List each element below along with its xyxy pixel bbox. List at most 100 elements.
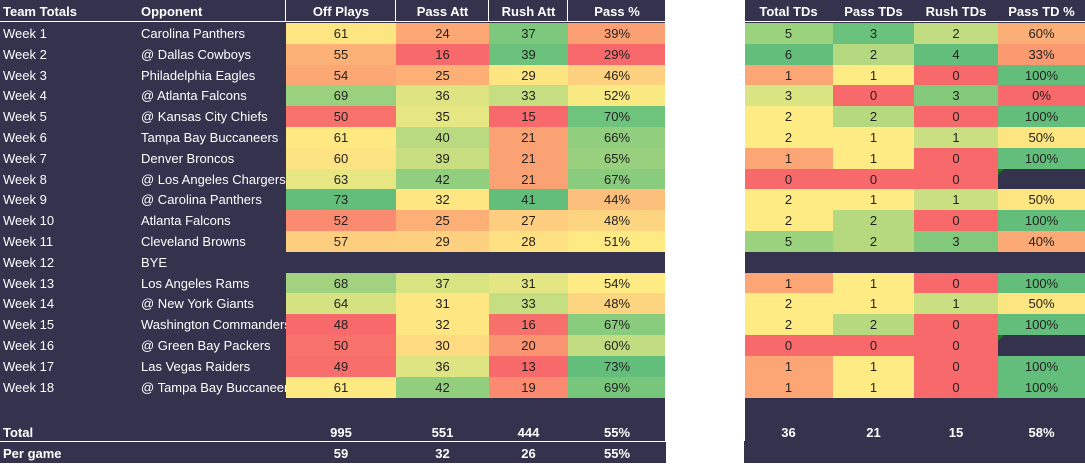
pass-att-cell: 32 xyxy=(396,189,489,211)
td-row[interactable]: 2 1 1 50% xyxy=(744,189,1085,211)
td-row[interactable]: 2 1 1 50% xyxy=(744,293,1085,315)
totals-value xyxy=(138,443,286,464)
table-row[interactable]: Week 7 Denver Broncos 60 39 21 65% xyxy=(0,147,666,169)
td-row[interactable]: 1 1 0 100% xyxy=(744,147,1085,169)
off-plays-cell: 63 xyxy=(286,168,396,190)
table-row[interactable]: Week 18 @ Tampa Bay Buccaneers 61 42 19 69% xyxy=(0,376,666,398)
pass-tds-cell: 2 xyxy=(833,210,914,232)
header-underline xyxy=(0,21,666,22)
pass-pct-cell: 46% xyxy=(568,64,666,86)
pass-att-cell: 24 xyxy=(396,23,489,44)
pass-td-pct-cell: 100% xyxy=(998,106,1085,128)
opponent-name: Carolina Panthers xyxy=(141,26,246,41)
td-row[interactable]: 5 2 3 40% xyxy=(744,231,1085,252)
column-divider xyxy=(567,0,568,22)
td-row[interactable]: 6 2 4 33% xyxy=(744,43,1085,65)
td-row[interactable]: 2 2 0 100% xyxy=(744,106,1085,128)
week-label: Week 7 xyxy=(3,150,47,166)
table-row[interactable]: Week 12 BYE xyxy=(0,252,666,273)
rush-tds-cell: 0 xyxy=(914,272,998,294)
td-row[interactable]: 1 1 0 100% xyxy=(744,64,1085,86)
week-label: Week 4 xyxy=(3,88,47,104)
pass-pct-cell xyxy=(568,252,666,273)
total-tds-cell: 2 xyxy=(744,106,833,128)
total-tds-cell: 1 xyxy=(744,376,833,398)
table-row[interactable]: Week 15 Washington Commanders 48 32 16 67% xyxy=(0,314,666,336)
td-row[interactable]: 2 1 1 50% xyxy=(744,127,1085,148)
pass-tds-cell: 2 xyxy=(833,106,914,128)
td-row[interactable]: 2 2 0 100% xyxy=(744,314,1085,336)
off-plays-cell: 55 xyxy=(286,43,396,65)
table-row[interactable]: Week 5 @ Kansas City Chiefs 50 35 15 70% xyxy=(0,106,666,128)
off-plays-cell: 54 xyxy=(286,64,396,86)
td-row[interactable] xyxy=(744,252,1085,273)
opponent-name: @ Tampa Bay Buccaneers xyxy=(141,379,286,395)
td-row[interactable]: 3 0 3 0% xyxy=(744,85,1085,107)
pass-tds-cell: 2 xyxy=(833,43,914,65)
pass-att-cell: 25 xyxy=(396,210,489,232)
week-label: Week 3 xyxy=(3,67,47,83)
table-row[interactable]: Week 8 @ Los Angeles Chargers 63 42 21 67% xyxy=(0,168,666,190)
td-row[interactable]: 5 3 2 60% xyxy=(744,23,1085,44)
totals-value: 55% xyxy=(603,425,631,440)
total-tds-cell: 0 xyxy=(744,168,833,190)
column-header: Rush Att xyxy=(501,4,556,19)
total-tds-cell: 2 xyxy=(744,210,833,232)
totals-label: Total xyxy=(3,425,34,440)
pass-tds-cell: 1 xyxy=(833,147,914,169)
table-row[interactable]: Week 1 Carolina Panthers 61 24 37 39% xyxy=(0,23,666,44)
table-row[interactable]: Week 6 Tampa Bay Buccaneers 61 40 21 66% xyxy=(0,127,666,148)
table-row[interactable]: Week 11 Cleveland Browns 57 29 28 51% xyxy=(0,231,666,252)
opponent-name: Atlanta Falcons xyxy=(141,213,231,229)
table-row[interactable]: Week 16 @ Green Bay Packers 50 30 20 60% xyxy=(0,335,666,356)
table-row[interactable]: Week 4 @ Atlanta Falcons 69 36 33 52% xyxy=(0,85,666,107)
table-row[interactable]: Week 14 @ New York Giants 64 31 33 48% xyxy=(0,293,666,315)
td-row[interactable]: 1 1 0 100% xyxy=(744,376,1085,398)
table-row[interactable]: Week 9 @ Carolina Panthers 73 32 41 44% xyxy=(0,189,666,211)
td-row[interactable]: 1 1 0 100% xyxy=(744,355,1085,377)
opponent-name: @ New York Giants xyxy=(141,296,254,312)
rush-att-cell: 33 xyxy=(489,85,568,107)
totals-value: 15 xyxy=(948,425,964,440)
pass-pct-cell: 39% xyxy=(568,23,666,44)
table-row[interactable]: Week 10 Atlanta Falcons 52 25 27 48% xyxy=(0,210,666,232)
total-tds-cell: 1 xyxy=(744,64,833,86)
rush-tds-cell: 1 xyxy=(914,293,998,315)
off-plays-cell: 61 xyxy=(286,23,396,44)
td-row[interactable]: 1 1 0 100% xyxy=(744,272,1085,294)
rush-tds-cell: 0 xyxy=(914,314,998,336)
table-row[interactable]: Week 17 Las Vegas Raiders 49 36 13 73% xyxy=(0,355,666,377)
rush-tds-cell xyxy=(914,252,998,273)
pass-tds-cell: 0 xyxy=(833,335,914,356)
opponent-name: Denver Broncos xyxy=(141,150,235,166)
rush-att-cell: 37 xyxy=(489,23,568,44)
week-label: Week 6 xyxy=(3,130,47,145)
panel-edge xyxy=(665,0,666,441)
off-plays-cell: 61 xyxy=(286,376,396,398)
pass-tds-cell: 1 xyxy=(833,376,914,398)
week-label: Week 2 xyxy=(3,46,47,62)
rush-tds-cell: 3 xyxy=(914,85,998,107)
table-row[interactable]: Week 2 @ Dallas Cowboys 55 16 39 29% xyxy=(0,43,666,65)
rush-att-cell: 28 xyxy=(489,231,568,252)
pass-td-pct-cell: 60% xyxy=(998,23,1085,44)
rush-att-cell: 33 xyxy=(489,293,568,315)
off-plays-cell: 61 xyxy=(286,127,396,148)
offense-table: Team Totals Opponent Off Plays Pass Att Rush… xyxy=(0,0,666,463)
pass-td-pct-cell: 50% xyxy=(998,127,1085,148)
rush-att-cell: 21 xyxy=(489,127,568,148)
table-row[interactable]: Week 13 Los Angeles Rams 68 37 31 54% xyxy=(0,272,666,294)
rush-att-cell: 27 xyxy=(489,210,568,232)
pass-att-cell: 42 xyxy=(396,168,489,190)
total-tds-cell: 5 xyxy=(744,231,833,252)
totals-value: 21 xyxy=(866,425,881,440)
table-row[interactable]: Week 3 Philadelphia Eagles 54 25 29 46% xyxy=(0,64,666,86)
rush-att-cell: 20 xyxy=(489,335,568,356)
total-tds-cell: 1 xyxy=(744,355,833,377)
opponent-name: @ Kansas City Chiefs xyxy=(141,109,268,125)
td-row[interactable]: 2 2 0 100% xyxy=(744,210,1085,232)
totals-value: 55% xyxy=(603,446,631,461)
column-header: Total TDs xyxy=(759,4,818,19)
